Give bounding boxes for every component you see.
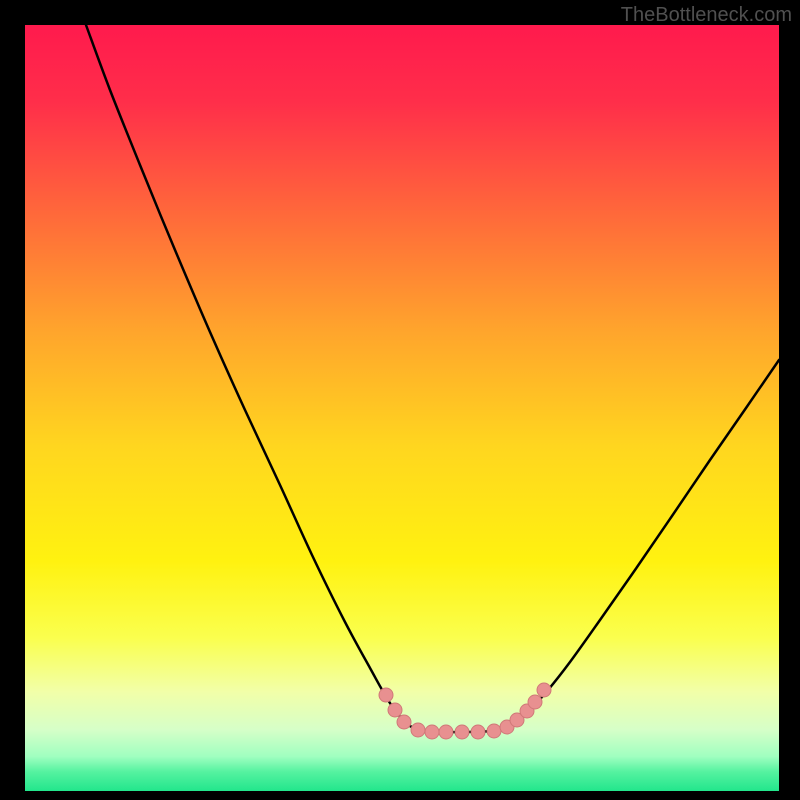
plot-background-gradient — [25, 25, 779, 791]
watermark-text: TheBottleneck.com — [621, 4, 792, 27]
marker-point — [471, 725, 485, 739]
marker-point — [537, 683, 551, 697]
marker-point — [528, 695, 542, 709]
marker-point — [425, 725, 439, 739]
chart-svg — [0, 0, 800, 800]
marker-point — [455, 725, 469, 739]
marker-point — [397, 715, 411, 729]
marker-point — [439, 725, 453, 739]
marker-point — [411, 723, 425, 737]
marker-point — [379, 688, 393, 702]
marker-point — [487, 724, 501, 738]
chart-stage: TheBottleneck.com — [0, 0, 800, 800]
marker-point — [388, 703, 402, 717]
